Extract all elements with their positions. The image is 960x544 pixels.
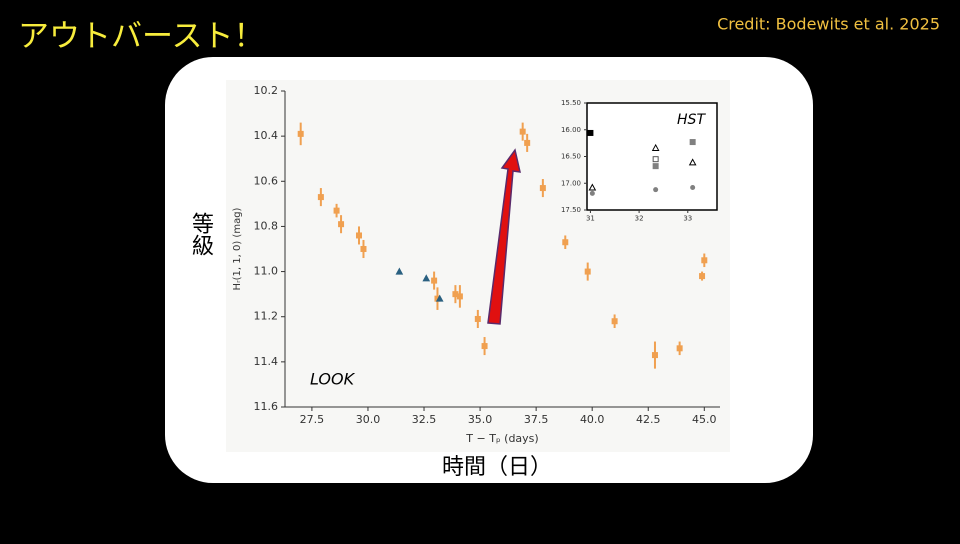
panel-label: HST (677, 112, 706, 128)
x-tick-label: 33 (683, 215, 692, 223)
point (699, 273, 706, 280)
slide-title: アウトバースト！ (18, 19, 264, 55)
panel-label: LOOK (310, 370, 356, 389)
point (688, 158, 697, 166)
arrow (487, 148, 521, 325)
point (474, 315, 481, 322)
point (653, 187, 659, 193)
y-tick-label: 15.50 (561, 99, 581, 107)
point (539, 185, 546, 192)
point (519, 128, 526, 135)
point (562, 239, 569, 246)
y-tick-label: 11.4 (254, 355, 279, 368)
point (676, 345, 683, 352)
y-tick-label: 11.0 (254, 265, 279, 278)
y-tick-label: 11.6 (254, 400, 279, 413)
point (652, 163, 659, 170)
x-tick-label: 32 (635, 215, 644, 223)
y-tick-label: 10.6 (254, 174, 279, 187)
y-caption: 等級 (188, 212, 214, 256)
point (431, 277, 438, 284)
y-tick-label: 17.00 (561, 179, 581, 187)
point (588, 183, 597, 191)
x-tick-label: 30.0 (356, 413, 381, 426)
point (338, 221, 345, 228)
point (355, 232, 362, 239)
point (690, 185, 696, 191)
y-tick-label: 17.50 (561, 206, 581, 214)
point (524, 139, 531, 146)
point (652, 156, 659, 163)
x-tick-label: 32.5 (412, 413, 437, 426)
x-tick-label: 35.0 (468, 413, 493, 426)
y-tick-label: 16.00 (561, 126, 581, 134)
point (651, 352, 658, 359)
x-tick-label: 27.5 (300, 413, 325, 426)
x-tick-label: 40.0 (580, 413, 605, 426)
credit: Credit: Bodewits et al. 2025 (717, 15, 940, 34)
point (611, 318, 618, 325)
x-tick-label: 31 (586, 215, 595, 223)
y-axis-label: Hᵣ(1, 1, 0) (mag) (232, 207, 243, 290)
x-axis-label: T − Tₚ (days) (465, 432, 538, 445)
point (589, 190, 595, 196)
point (333, 207, 340, 214)
point (456, 293, 463, 300)
charts: 27.5 30.0 32.5 35.0 37.5 40.0 42.5 45.0 10.2 10.4… (232, 84, 720, 445)
y-tick-label: 10.4 (254, 129, 279, 142)
y-tick-label: 10.2 (254, 84, 279, 97)
point (360, 246, 367, 252)
inset-frame (586, 102, 718, 211)
point (297, 130, 304, 137)
point (651, 143, 660, 151)
y-tick-label: 11.2 (254, 310, 279, 323)
y-tick-label: 10.8 (254, 219, 279, 232)
point (395, 267, 404, 275)
point (587, 129, 594, 136)
point (584, 268, 591, 275)
point (422, 274, 431, 282)
x-tick-label: 45.0 (692, 413, 717, 426)
y-tick-label: 16.50 (561, 153, 581, 161)
point (435, 294, 444, 302)
x-caption: 時間（日） (442, 455, 552, 480)
x-tick-label: 37.5 (524, 413, 549, 426)
point (701, 257, 708, 264)
x-tick-label: 42.5 (636, 413, 661, 426)
point (689, 139, 696, 146)
point (317, 194, 324, 201)
point (481, 343, 488, 350)
